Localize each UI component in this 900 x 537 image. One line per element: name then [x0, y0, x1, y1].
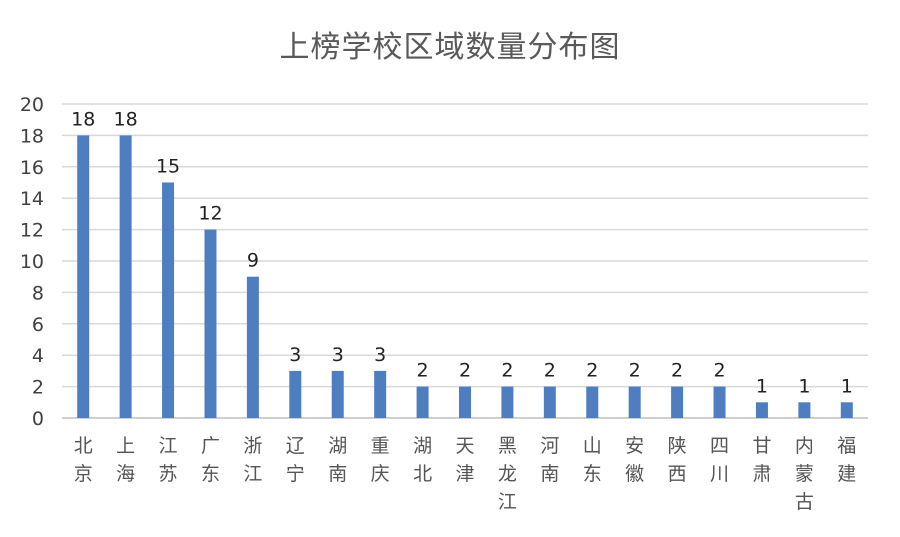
x-tick-label: 浙江	[243, 435, 262, 485]
data-label: 2	[459, 360, 471, 382]
x-tick-label: 湖北	[413, 435, 432, 485]
x-tick-label: 江苏	[159, 435, 178, 485]
bar	[713, 386, 726, 418]
bar	[416, 386, 429, 418]
bar	[204, 229, 217, 418]
bar	[543, 386, 556, 418]
data-label: 1	[756, 375, 768, 397]
data-label: 2	[629, 360, 641, 382]
data-label: 2	[501, 360, 513, 382]
bar	[671, 386, 684, 418]
x-tick-label: 内蒙古	[795, 435, 814, 513]
x-tick-label: 安徽	[625, 435, 644, 485]
bar	[628, 386, 641, 418]
y-tick-label: 10	[20, 251, 44, 273]
data-label: 18	[71, 108, 95, 130]
bar	[246, 276, 259, 418]
y-tick-label: 6	[32, 314, 44, 336]
bar	[77, 135, 90, 418]
x-tick-label: 天津	[455, 435, 474, 485]
data-label: 2	[417, 360, 429, 382]
data-label: 12	[198, 203, 222, 225]
y-tick-label: 2	[32, 377, 44, 399]
x-tick-label: 陕西	[668, 435, 687, 485]
y-tick-label: 14	[20, 188, 44, 210]
bar	[501, 386, 514, 418]
x-tick-label: 重庆	[371, 435, 390, 485]
bar	[798, 402, 811, 418]
y-tick-label: 16	[20, 157, 44, 179]
y-tick-label: 4	[32, 345, 44, 367]
y-tick-label: 18	[20, 125, 44, 147]
bar	[374, 370, 387, 418]
data-label: 2	[671, 360, 683, 382]
bar	[331, 370, 344, 418]
x-tick-label: 山东	[583, 435, 602, 485]
x-tick-label: 河南	[540, 435, 559, 485]
bar	[840, 402, 853, 418]
bar	[289, 370, 302, 418]
bar	[586, 386, 599, 418]
data-label: 3	[289, 344, 301, 366]
x-tick-label: 甘肃	[752, 435, 771, 485]
x-tick-label: 黑龙江	[498, 435, 517, 513]
y-tick-label: 8	[32, 282, 44, 304]
y-tick-label: 20	[20, 94, 44, 116]
data-label: 2	[713, 360, 725, 382]
data-label: 18	[114, 108, 138, 130]
data-label: 3	[332, 344, 344, 366]
data-label: 9	[247, 250, 259, 272]
bar	[459, 386, 471, 418]
bar	[755, 402, 768, 418]
x-tick-label: 福建	[837, 435, 856, 485]
y-tick-label: 0	[32, 408, 44, 430]
data-label: 1	[798, 375, 810, 397]
x-tick-label: 北京	[74, 435, 93, 485]
data-label: 3	[374, 344, 386, 366]
bar	[162, 182, 175, 418]
bar	[119, 135, 132, 418]
x-tick-label: 四川	[710, 435, 729, 485]
data-label: 1	[841, 375, 853, 397]
data-label: 2	[544, 360, 556, 382]
y-tick-label: 12	[20, 220, 44, 242]
chart-title: 上榜学校区域数量分布图	[279, 30, 621, 65]
x-tick-label: 湖南	[328, 435, 347, 485]
x-tick-label: 广东	[201, 435, 220, 485]
x-tick-label: 上海	[116, 435, 135, 485]
data-label: 2	[586, 360, 598, 382]
data-label: 15	[156, 156, 180, 178]
x-tick-label: 辽宁	[286, 435, 305, 485]
